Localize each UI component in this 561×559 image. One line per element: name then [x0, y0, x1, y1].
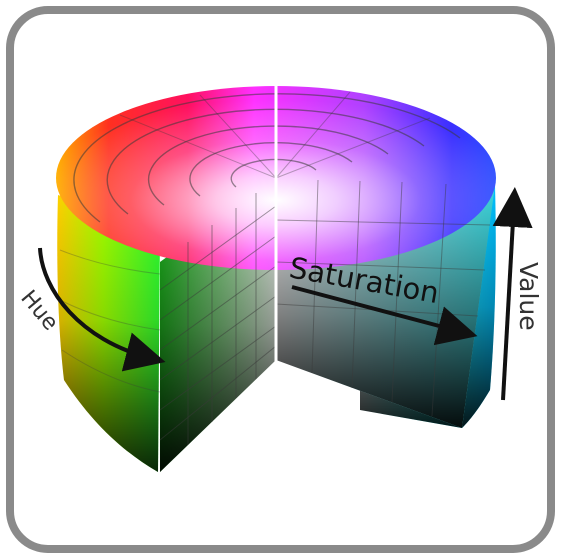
top-rings	[73, 93, 461, 223]
arrow-right-icon	[291, 285, 478, 346]
value-label: Value	[514, 262, 543, 331]
arrow-up-icon	[492, 187, 533, 401]
curved-arrow-icon	[38, 247, 166, 372]
cut-left-grid	[159, 193, 277, 445]
top-radial-lines	[119, 91, 431, 179]
side-left-grid	[59, 249, 161, 393]
cut-right-grid	[275, 179, 491, 417]
